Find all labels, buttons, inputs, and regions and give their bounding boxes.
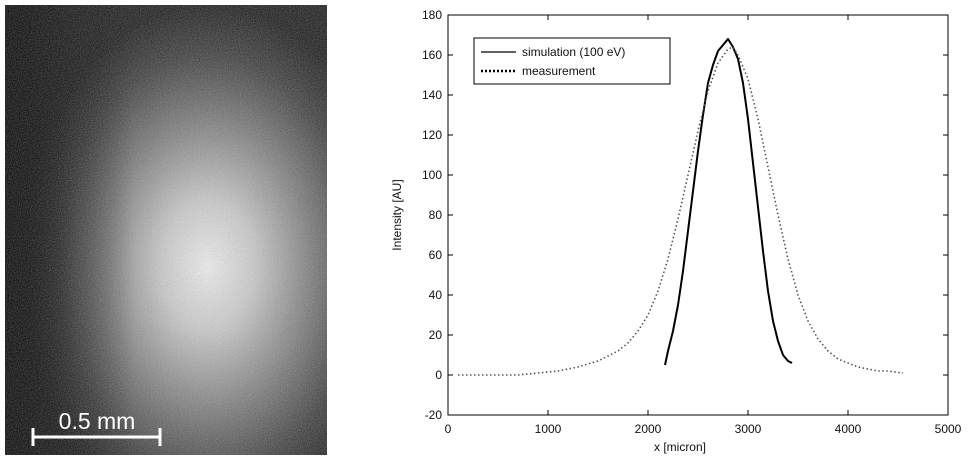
x-tick-label: 0 xyxy=(445,422,452,436)
y-tick-label: 0 xyxy=(435,368,442,382)
x-tick-label: 2000 xyxy=(635,422,662,436)
x-axis-title: x [micron] xyxy=(654,440,706,454)
scale-bar-label: 0.5 mm xyxy=(59,408,136,434)
legend-label-measurement: measurement xyxy=(522,64,596,78)
x-tick-label: 5000 xyxy=(935,422,962,436)
series-measurement-line xyxy=(458,46,904,376)
legend-box xyxy=(473,37,671,85)
y-axis: -20 0 20 40 60 80 100 120 140 160 180 xyxy=(422,8,948,422)
x-tick-label: 4000 xyxy=(835,422,862,436)
y-tick-label: 20 xyxy=(429,328,443,342)
beam-spot-image: 0.5 mm xyxy=(5,5,327,455)
y-tick-label: 100 xyxy=(422,168,442,182)
noise-grain xyxy=(5,5,327,455)
y-tick-label: 180 xyxy=(422,8,442,22)
legend: simulation (100 eV) measurement xyxy=(473,37,671,85)
y-tick-label: 140 xyxy=(422,88,442,102)
y-tick-label: -20 xyxy=(425,408,443,422)
y-tick-label: 160 xyxy=(422,48,442,62)
x-axis: 0 1000 2000 3000 4000 5000 xyxy=(445,15,962,436)
x-tick-label: 1000 xyxy=(535,422,562,436)
legend-label-simulation: simulation (100 eV) xyxy=(522,45,625,59)
scale-bar: 0.5 mm xyxy=(31,408,162,446)
series-layer xyxy=(458,38,904,376)
y-tick-label: 120 xyxy=(422,128,442,142)
y-tick-label: 80 xyxy=(429,208,443,222)
y-axis-title: Intensity [AU] xyxy=(390,179,404,250)
y-tick-label: 40 xyxy=(429,288,443,302)
chart-svg: 0 1000 2000 3000 4000 5000 -20020406080100120… xyxy=(390,8,962,454)
intensity-chart: 0 1000 2000 3000 4000 5000 -20 0 20 40 60 80 100 120… xyxy=(385,0,972,459)
series-simulation-line xyxy=(664,38,793,366)
y-tick-label: 60 xyxy=(429,248,443,262)
x-tick-label: 3000 xyxy=(735,422,762,436)
microscope-image-panel: 0.5 mm xyxy=(5,5,327,455)
